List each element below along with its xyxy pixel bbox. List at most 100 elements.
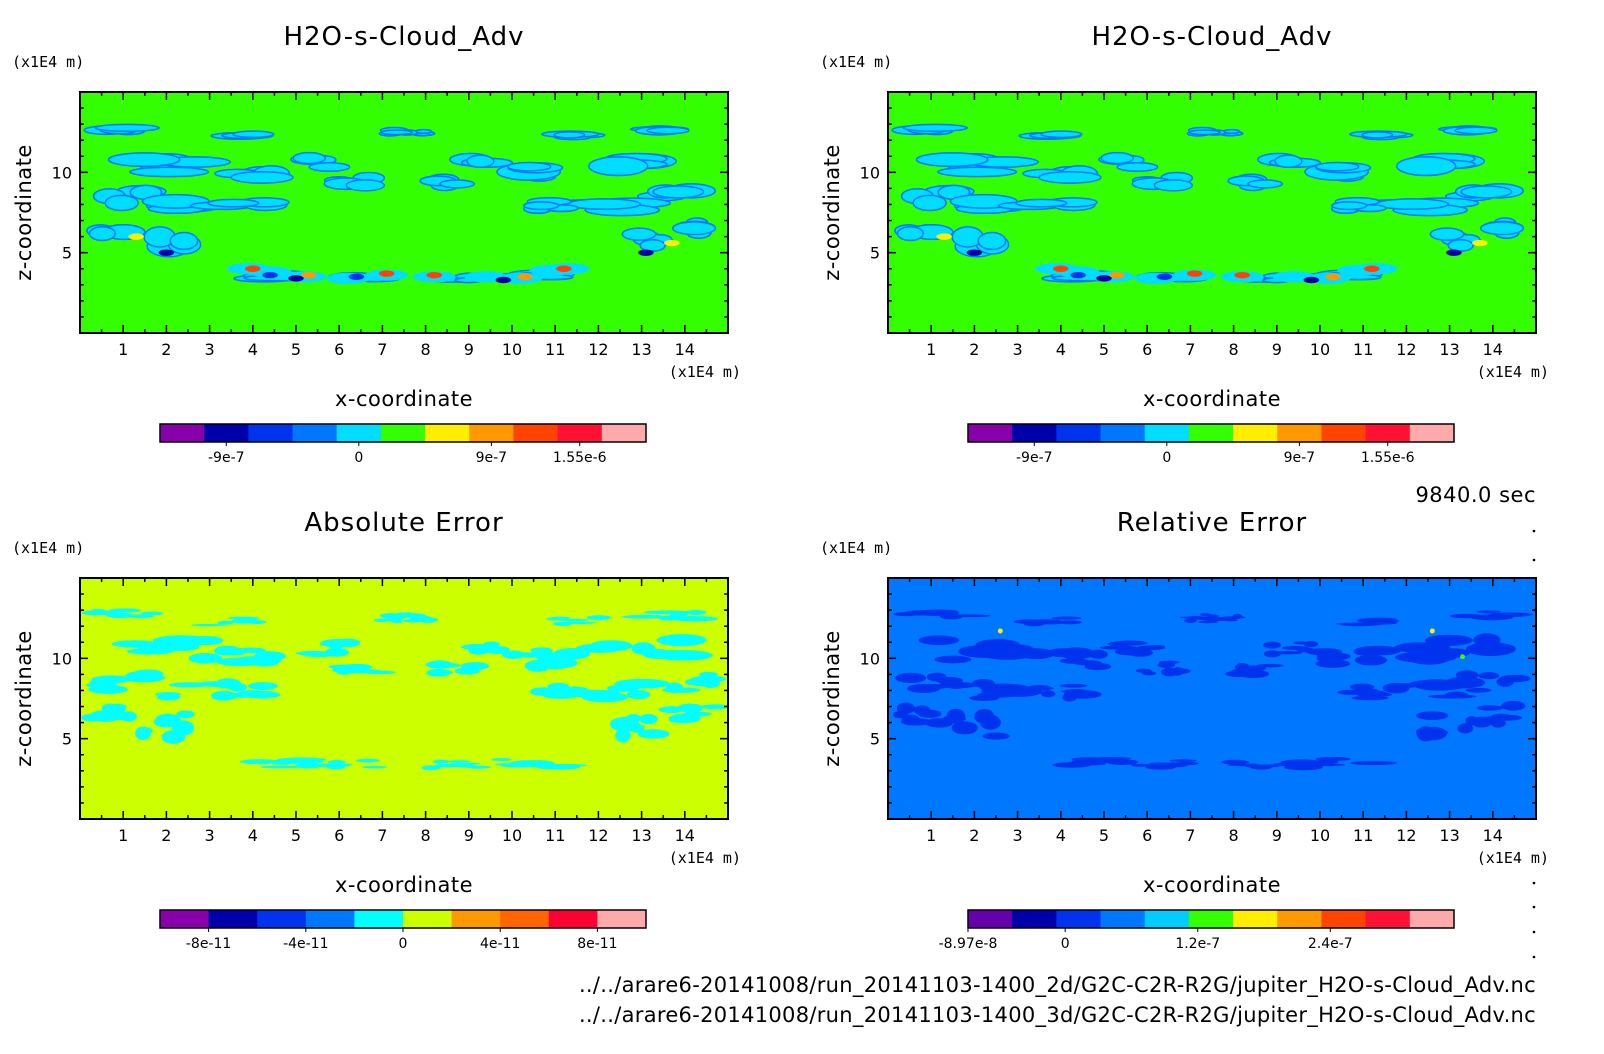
colorbar-tick-label: 2.4e-7 [1308, 936, 1353, 952]
cloud-patch [1375, 198, 1450, 211]
error-patch [1059, 683, 1088, 688]
cloud-patch [345, 179, 385, 192]
x-tick-label: 9 [464, 826, 474, 845]
colorbar-swatch [204, 424, 249, 442]
error-patch [494, 762, 546, 767]
colorbar-swatch [1056, 424, 1102, 442]
cloud-patch [1188, 129, 1221, 136]
error-peak [1460, 654, 1466, 660]
error-patch [913, 705, 931, 716]
error-patch [1062, 693, 1077, 702]
error-patch [223, 647, 247, 656]
edge-dot [1532, 529, 1536, 533]
error-patch [361, 765, 388, 769]
error-patch [188, 652, 223, 664]
error-patch [323, 639, 353, 648]
error-patch [126, 648, 174, 655]
colorbar-tick-label: -4e-11 [283, 936, 328, 952]
error-patch [1476, 705, 1503, 711]
x-tick-label: 10 [1310, 826, 1330, 845]
cloud-peak [1472, 239, 1488, 247]
colorbar-tick-label: 9e-7 [476, 450, 507, 466]
error-patch [1465, 687, 1492, 693]
error-patch [156, 641, 200, 652]
error-patch [972, 678, 995, 688]
x-unit-label: (x1E4 m) [669, 849, 741, 867]
error-patch [353, 668, 370, 674]
cloud-patch [912, 194, 947, 212]
error-patch [270, 760, 294, 765]
error-patch [934, 655, 972, 664]
error-patch [682, 711, 712, 717]
error-patch [614, 678, 670, 689]
y-tick-label: 10 [860, 163, 880, 182]
cloud-peak [638, 249, 654, 256]
x-tick-label: 5 [1099, 826, 1109, 845]
error-patch [1204, 618, 1226, 622]
colorbar-swatch [248, 424, 294, 442]
error-patch [1073, 660, 1102, 666]
error-patch [699, 671, 718, 679]
cloud-patch [1247, 179, 1283, 189]
colorbar-swatch [257, 910, 307, 928]
error-patch [1349, 683, 1375, 691]
colorbar-swatch [403, 910, 453, 928]
error-patch [1205, 617, 1223, 620]
y-tick-label: 5 [62, 730, 72, 749]
x-tick-label: 9 [1272, 826, 1282, 845]
cloud-patch [639, 238, 666, 252]
x-tick-label: 13 [1439, 340, 1459, 359]
error-patch [1469, 614, 1514, 621]
error-patch [1353, 647, 1383, 656]
x-tick-label: 7 [1185, 340, 1195, 359]
cloud-peak [301, 271, 317, 279]
cloud-patch [1331, 201, 1368, 211]
colorbar-swatch [1409, 910, 1455, 928]
y-axis-label: z-coordinate [820, 630, 844, 767]
cloud-patch [1361, 131, 1394, 139]
cloud-patch [523, 201, 560, 211]
cloud-peak [1364, 265, 1380, 272]
cloud-patch [1315, 161, 1360, 172]
cloud-patch [88, 225, 116, 242]
y-unit-label: (x1E4 m) [820, 53, 892, 71]
error-patch [1179, 616, 1199, 619]
colorbar-swatch [1233, 910, 1278, 928]
x-tick-label: 4 [1056, 340, 1066, 359]
cloud-peak [1109, 271, 1125, 279]
colorbar-swatch [1365, 910, 1411, 928]
error-patch [1127, 648, 1154, 657]
contour-field [891, 123, 1525, 284]
x-tick-label: 2 [969, 340, 979, 359]
colorbar-tick-label: 0 [354, 450, 363, 466]
x-tick-label: 14 [675, 340, 695, 359]
cloud-patch [567, 198, 642, 211]
error-peak [1429, 628, 1435, 634]
error-patch [329, 764, 351, 767]
error-patch [951, 721, 978, 735]
colorbar-frame [967, 423, 1455, 443]
error-patch [228, 683, 248, 692]
error-patch [454, 667, 480, 675]
x-tick-label: 2 [969, 826, 979, 845]
cloud-patch [588, 156, 649, 177]
edge-dot [1532, 881, 1536, 885]
cloud-patch [169, 231, 199, 251]
x-tick-label: 8 [1229, 826, 1239, 845]
error-patch [171, 720, 195, 736]
cloud-patch [308, 161, 351, 172]
cloud-peak [1186, 270, 1203, 277]
x-axis-label: x-coordinate [1143, 387, 1281, 411]
cloud-patch [1274, 154, 1303, 169]
error-patch [259, 765, 302, 769]
error-patch [426, 668, 451, 677]
error-patch [1057, 620, 1082, 625]
x-tick-label: 7 [1185, 826, 1195, 845]
cloud-patch [1100, 151, 1135, 165]
cloud-peak [664, 239, 680, 247]
y-unit-label: (x1E4 m) [820, 539, 892, 557]
colorbar-tick-label: -9e-7 [1016, 450, 1053, 466]
cloud-patch [1038, 170, 1102, 184]
